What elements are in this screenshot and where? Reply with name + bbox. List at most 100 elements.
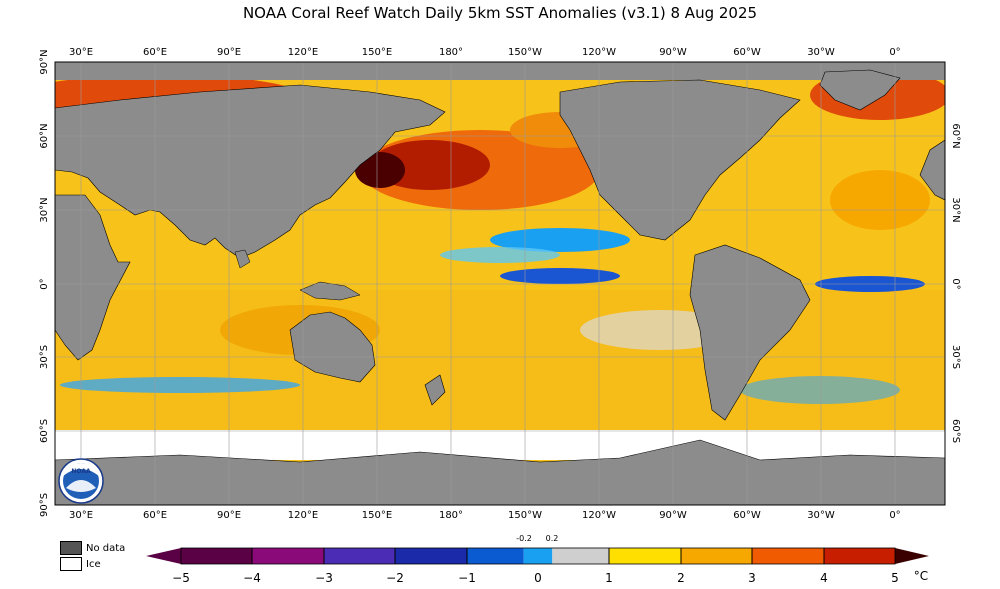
top-lon-label: 120°W (582, 47, 616, 58)
colorbar: -0.2 0.2 −5 −4 −3 −2 −1 0 1 2 3 4 5 °C (146, 534, 929, 585)
right-lat-label: 30°S (950, 345, 961, 369)
southern-indian-cool-band (60, 377, 300, 393)
colorbar-segment (552, 548, 610, 564)
southern-ocean-band (55, 290, 945, 430)
greenland-land (819, 69, 901, 111)
right-lat-axis: 60°N 30°N 0° 30°S 60°S (950, 123, 961, 443)
top-lon-axis: 30°E 60°E 90°E 120°E 150°E 180° 150°W 12… (69, 47, 901, 58)
bottom-lon-label: 90°W (659, 510, 687, 521)
bottom-lon-label: 60°W (733, 510, 761, 521)
no-data-label: No data (86, 543, 126, 554)
south-atlantic-cool-band (740, 376, 900, 404)
colorbar-segment (523, 548, 553, 564)
colorbar-dividers (251, 548, 825, 564)
colorbar-tick-label: 0 (534, 571, 542, 585)
bottom-lon-label: 120°W (582, 510, 616, 521)
legend-no-data: No data (60, 541, 125, 555)
colorbar-unit: °C (914, 569, 928, 583)
top-lon-label: 30°E (69, 47, 93, 58)
right-lat-label: 60°N (950, 123, 961, 148)
colorbar-segment (680, 548, 753, 564)
page-title: NOAA Coral Reef Watch Daily 5km SST Anom… (242, 4, 758, 22)
colorbar-small-label: 0.2 (546, 534, 559, 543)
top-lon-label: 120°E (288, 47, 318, 58)
bottom-lon-label: 0° (889, 510, 900, 521)
sri-lanka-land (234, 249, 251, 269)
bottom-lon-label: 30°E (69, 510, 93, 521)
legend-ice: Ice (60, 557, 101, 571)
colorbar-low-arrow (146, 548, 181, 564)
colorbar-segment (466, 548, 524, 564)
left-lat-label: 60°N (39, 123, 50, 148)
europe-west-land (919, 139, 945, 201)
japan-sea-hot-core (355, 152, 405, 188)
top-lon-label: 150°W (508, 47, 542, 58)
top-lon-label: 60°W (733, 47, 761, 58)
colorbar-tick-label: 4 (820, 571, 828, 585)
north-america-land (559, 79, 801, 241)
arctic-rim (55, 62, 945, 80)
colorbar-small-label: -0.2 (516, 534, 532, 543)
left-lat-label: 30°S (39, 345, 50, 369)
colorbar-tick-label: 5 (891, 571, 899, 585)
colorbar-tick-label: −2 (386, 571, 404, 585)
top-lon-label: 150°E (362, 47, 392, 58)
svg-text:NOAA: NOAA (71, 468, 91, 475)
new-zealand-land (424, 374, 446, 406)
colorbar-frame (180, 547, 896, 565)
indonesia-land (299, 281, 361, 301)
top-lon-label: 30°W (807, 47, 835, 58)
colorbar-tick-label: 2 (677, 571, 685, 585)
bottom-lon-label: 60°E (143, 510, 167, 521)
graticule (55, 62, 945, 505)
sea-ice-band (55, 430, 945, 460)
colorbar-tick-label: 1 (605, 571, 613, 585)
colorbar-segment (395, 548, 467, 564)
bottom-lon-label: 150°E (362, 510, 392, 521)
left-lat-label: 90°N (39, 49, 50, 74)
colorbar-segment (609, 548, 681, 564)
colorbar-segment (323, 548, 396, 564)
left-lat-label: 0° (39, 278, 50, 289)
right-lat-label: 60°S (950, 419, 961, 443)
eurasia-land (55, 84, 446, 259)
map-canvas (55, 62, 945, 505)
africa-land (55, 194, 131, 361)
colorbar-tick-label: −4 (243, 571, 261, 585)
colorbar-segment (823, 548, 895, 564)
right-lat-label: 30°N (950, 197, 961, 222)
left-lat-label: 60°S (39, 419, 50, 443)
map-frame (54, 61, 946, 506)
colorbar-tick-label: 3 (748, 571, 756, 585)
colorbar-tick-label: −5 (172, 571, 190, 585)
colorbar-segment (752, 548, 824, 564)
colorbar-tick-label: −1 (458, 571, 476, 585)
equatorial-pacific-cold-tongue (500, 268, 620, 284)
bottom-lon-label: 120°E (288, 510, 318, 521)
colorbar-tick-label: −3 (315, 571, 333, 585)
left-lat-label: 90°S (39, 493, 50, 517)
top-lon-label: 180° (439, 47, 463, 58)
australia-land (289, 311, 376, 383)
bottom-lon-label: 90°E (217, 510, 241, 521)
bottom-lon-label: 150°W (508, 510, 542, 521)
no-data-swatch (60, 541, 82, 555)
colorbar-high-arrow (895, 548, 929, 564)
bottom-lon-axis: 30°E 60°E 90°E 120°E 150°E 180° 150°W 12… (69, 510, 901, 521)
colorbar-segment (252, 548, 324, 564)
top-lon-label: 90°E (217, 47, 241, 58)
left-lat-label: 30°N (39, 197, 50, 222)
antarctica-land (55, 439, 945, 505)
central-pacific-cool-band (440, 247, 560, 263)
south-america-land (689, 244, 811, 421)
noaa-logo: NOAA (58, 458, 104, 504)
bottom-lon-label: 30°W (807, 510, 835, 521)
colorbar-segments (181, 548, 895, 564)
ice-label: Ice (86, 559, 101, 570)
top-lon-label: 60°E (143, 47, 167, 58)
top-lon-label: 0° (889, 47, 900, 58)
top-lon-label: 90°W (659, 47, 687, 58)
left-lat-axis: 90°N 60°N 30°N 0° 30°S 60°S 90°S (39, 49, 50, 517)
bottom-lon-label: 180° (439, 510, 463, 521)
